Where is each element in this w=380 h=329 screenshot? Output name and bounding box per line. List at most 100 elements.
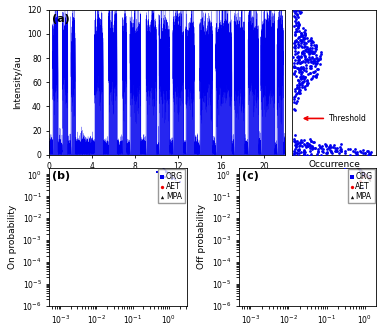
ORG bbox=[309, 138, 315, 143]
Point bbox=[294, 150, 300, 155]
ORG bbox=[167, 161, 173, 166]
Point bbox=[315, 57, 321, 62]
Point bbox=[313, 44, 319, 50]
Point bbox=[305, 38, 311, 44]
Point bbox=[298, 70, 304, 75]
Point bbox=[301, 79, 307, 84]
Point bbox=[352, 147, 358, 152]
Point bbox=[334, 148, 340, 153]
Point bbox=[298, 76, 304, 81]
Point bbox=[295, 26, 301, 31]
Point bbox=[309, 45, 315, 50]
Point bbox=[302, 86, 308, 91]
Point bbox=[307, 154, 313, 159]
Point bbox=[301, 35, 307, 40]
Point bbox=[298, 75, 304, 80]
Point bbox=[291, 64, 297, 69]
Point bbox=[294, 98, 300, 104]
Point bbox=[299, 49, 306, 55]
Y-axis label: Intensity/au: Intensity/au bbox=[13, 55, 22, 109]
Point bbox=[328, 148, 334, 154]
Point bbox=[326, 142, 332, 148]
ORG bbox=[96, 110, 102, 115]
Point bbox=[299, 51, 306, 56]
Point bbox=[324, 149, 330, 154]
Point bbox=[308, 36, 314, 41]
Point bbox=[317, 53, 323, 59]
Point bbox=[298, 137, 304, 142]
Point bbox=[310, 59, 317, 64]
Point bbox=[304, 140, 310, 146]
Point bbox=[299, 32, 305, 38]
MPA bbox=[263, 89, 269, 94]
Point bbox=[292, 142, 298, 147]
Point bbox=[314, 55, 320, 60]
MPA bbox=[329, 143, 336, 148]
MPA bbox=[298, 104, 304, 110]
Point bbox=[295, 14, 301, 20]
Point bbox=[297, 67, 303, 72]
ORG bbox=[293, 118, 299, 123]
AET bbox=[311, 109, 317, 114]
AET bbox=[348, 163, 354, 168]
Point bbox=[323, 143, 329, 148]
Point bbox=[299, 45, 305, 50]
Point bbox=[308, 76, 314, 81]
AET bbox=[352, 163, 358, 168]
Point bbox=[337, 145, 343, 150]
Point bbox=[293, 143, 299, 149]
Point bbox=[323, 150, 329, 156]
ORG bbox=[328, 137, 334, 142]
ORG bbox=[152, 159, 158, 164]
Point bbox=[292, 52, 298, 57]
Point bbox=[310, 146, 317, 151]
Point bbox=[302, 27, 308, 33]
ORG bbox=[139, 147, 145, 152]
Point bbox=[295, 49, 301, 55]
Point bbox=[291, 152, 297, 157]
Point bbox=[292, 88, 298, 93]
Point bbox=[324, 150, 330, 156]
Point bbox=[291, 8, 297, 13]
AET bbox=[296, 111, 302, 116]
Point bbox=[293, 23, 299, 28]
Point bbox=[304, 80, 310, 85]
Point bbox=[304, 77, 310, 82]
Point bbox=[329, 150, 335, 155]
X-axis label: Occurrence: Occurrence bbox=[308, 160, 360, 169]
Point bbox=[296, 79, 302, 84]
Point bbox=[340, 154, 347, 159]
AET bbox=[87, 92, 93, 97]
Point bbox=[300, 36, 306, 41]
X-axis label: Time/s: Time/s bbox=[152, 177, 182, 186]
Point bbox=[314, 59, 320, 64]
Point bbox=[304, 143, 310, 148]
Point bbox=[309, 55, 315, 60]
Point bbox=[291, 72, 298, 77]
Point bbox=[307, 50, 313, 56]
MPA bbox=[112, 116, 119, 122]
Point bbox=[293, 28, 299, 34]
Point bbox=[291, 151, 297, 156]
Point bbox=[307, 70, 313, 75]
Point bbox=[332, 148, 338, 153]
Point bbox=[302, 57, 308, 62]
Point bbox=[296, 146, 302, 152]
Point bbox=[302, 74, 308, 79]
Point bbox=[338, 148, 344, 153]
Point bbox=[294, 44, 301, 50]
Point bbox=[293, 145, 299, 150]
Point bbox=[293, 26, 299, 31]
Point bbox=[310, 59, 316, 64]
MPA bbox=[312, 117, 318, 122]
Point bbox=[310, 50, 316, 55]
ORG bbox=[339, 144, 345, 150]
Point bbox=[301, 76, 307, 81]
Point bbox=[295, 60, 301, 65]
Point bbox=[297, 38, 303, 43]
ORG bbox=[102, 102, 108, 108]
Point bbox=[307, 71, 313, 76]
Point bbox=[293, 32, 299, 37]
ORG bbox=[317, 124, 323, 129]
Point bbox=[321, 142, 328, 147]
